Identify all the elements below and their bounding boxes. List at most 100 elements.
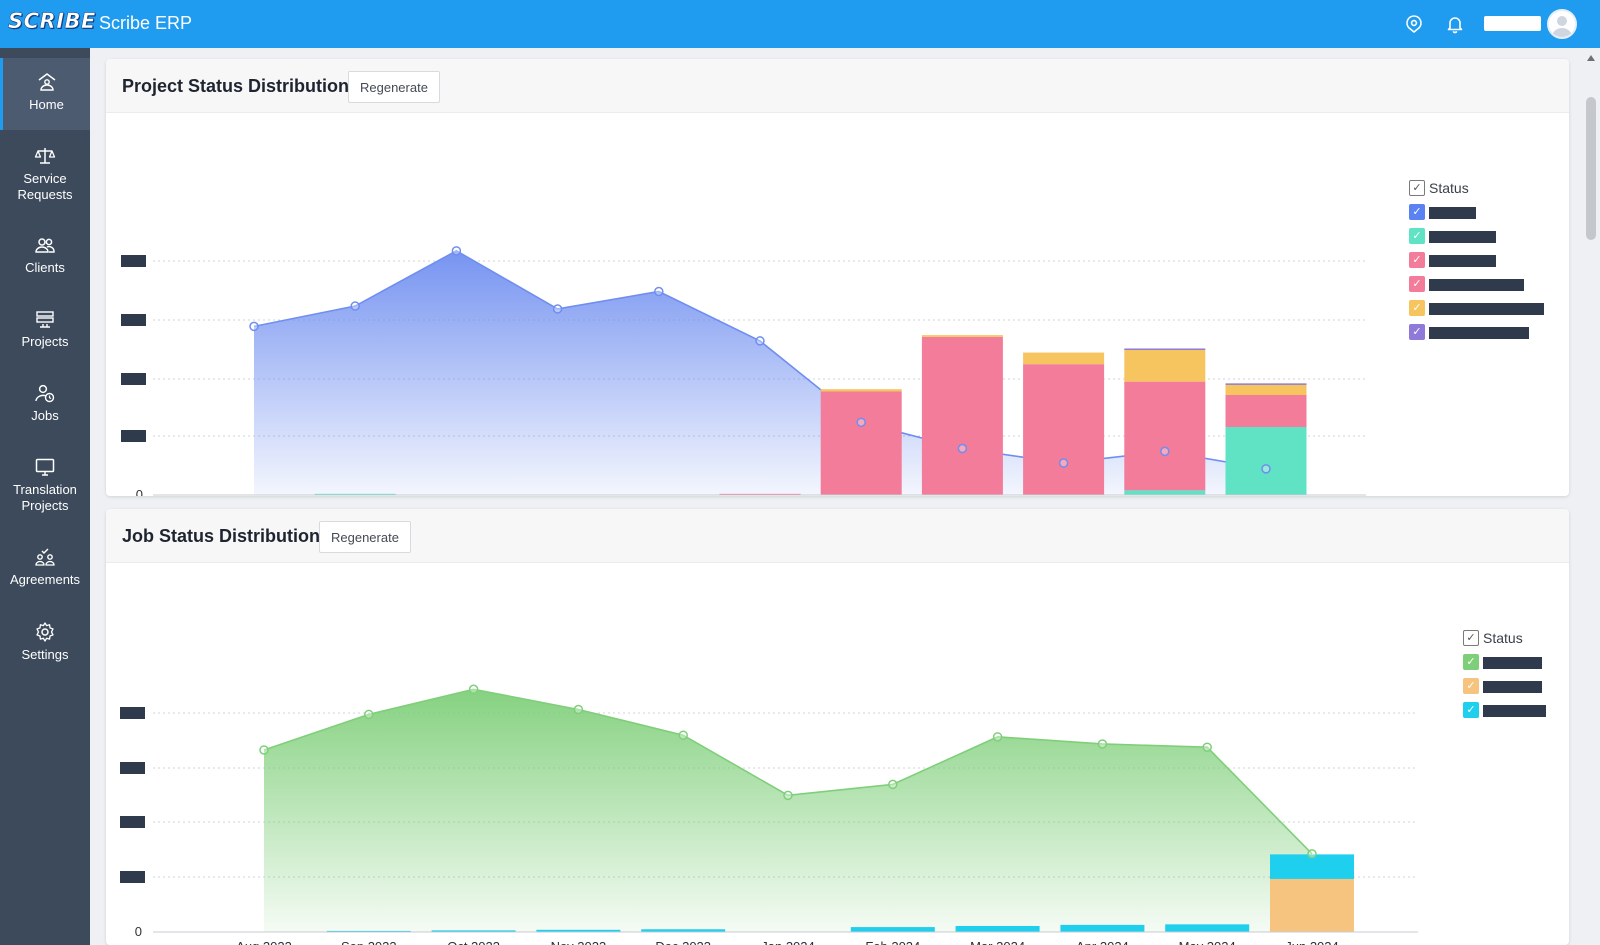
data-point <box>678 730 688 740</box>
data-point <box>1160 446 1170 457</box>
x-tick-label: Jun 2024 <box>1285 939 1339 945</box>
checkbox-icon[interactable]: ✓ <box>1409 324 1425 340</box>
sidebar-item-service-requests[interactable]: Service Requests <box>0 133 90 205</box>
legend-label-redacted <box>1429 231 1496 243</box>
sidebar-item-translation-projects[interactable]: Translation Projects <box>0 444 90 528</box>
app-logo[interactable]: SCRIBE <box>8 9 96 34</box>
data-point <box>755 336 765 346</box>
bar-segment <box>1023 364 1105 495</box>
project-status-card: Project Status Distribution Regenerate 0… <box>106 59 1569 496</box>
y-tick-label: 0 <box>135 924 142 939</box>
data-point <box>552 304 563 314</box>
bar-segment <box>431 930 516 932</box>
projects-icon <box>36 311 54 328</box>
bar-segment <box>1165 924 1250 932</box>
project-status-chart: 0Aug 2023Sep 2023Oct 2023Nov 2023Dec 202… <box>121 246 1366 496</box>
checkbox-icon[interactable]: ✓ <box>1463 678 1479 694</box>
bar-segment <box>850 927 935 932</box>
data-point <box>783 790 793 801</box>
data-point <box>992 732 1003 742</box>
checkbox-icon[interactable]: ✓ <box>1409 228 1425 244</box>
jobs-icon <box>35 384 55 403</box>
sidebar-item-agreements[interactable]: Agreements <box>0 532 90 604</box>
x-tick-label: Apr 2024 <box>1076 939 1129 945</box>
checkbox-icon[interactable]: ✓ <box>1409 300 1425 316</box>
bar-segment <box>1225 384 1307 395</box>
regenerate-button[interactable]: Regenerate <box>319 521 411 553</box>
x-tick-label: May 2024 <box>1179 939 1236 945</box>
bar-segment <box>1023 352 1105 365</box>
checkbox-icon[interactable]: ✓ <box>1463 702 1479 718</box>
card-title: Project Status Distribution <box>122 76 350 96</box>
bar-segment <box>955 925 1040 932</box>
monitor-icon <box>35 458 55 476</box>
regenerate-button[interactable]: Regenerate <box>348 71 440 103</box>
bar-segment <box>1225 395 1307 427</box>
bell-icon[interactable] <box>1444 13 1466 35</box>
scrollbar-thumb[interactable] <box>1586 97 1596 240</box>
data-point <box>364 709 374 720</box>
checkbox-icon[interactable]: ✓ <box>1463 654 1479 670</box>
area-line <box>263 688 1313 855</box>
sidebar-item-settings[interactable]: Settings <box>0 607 90 679</box>
bar-segment <box>1124 381 1206 491</box>
card-header: Job Status Distribution Regenerate <box>106 509 1569 563</box>
sidebar-item-label: Clients <box>25 260 65 275</box>
data-point <box>350 301 360 311</box>
legend-label-redacted <box>1483 681 1542 693</box>
data-point <box>259 745 269 755</box>
checkbox-icon[interactable]: ✓ <box>1409 276 1425 292</box>
area-fill <box>264 689 1312 932</box>
checkbox-icon[interactable]: ✓ <box>1409 204 1425 220</box>
legend-label-redacted <box>1429 327 1529 339</box>
y-tick-label-redacted <box>121 314 146 326</box>
help-icon[interactable] <box>1403 13 1425 35</box>
card-title: Job Status Distribution <box>122 526 320 546</box>
data-point <box>654 286 664 297</box>
bar-segment <box>921 335 1003 337</box>
agreements-icon <box>35 548 55 566</box>
data-point <box>856 417 866 428</box>
data-point <box>1261 464 1271 474</box>
sidebar-item-clients[interactable]: Clients <box>0 220 90 292</box>
checkbox-icon[interactable]: ✓ <box>1409 252 1425 268</box>
user-name-redacted[interactable] <box>1484 16 1541 31</box>
bar-segment <box>641 929 726 932</box>
app-title: Scribe ERP <box>99 13 193 33</box>
gear-icon <box>36 622 54 642</box>
data-point <box>1307 849 1317 859</box>
legend-label-redacted <box>1429 207 1476 219</box>
data-point <box>1097 739 1108 749</box>
user-icon <box>1552 16 1572 37</box>
y-tick-label-redacted <box>120 871 145 883</box>
sidebar-item-home[interactable]: Home <box>0 58 90 130</box>
bar-segment <box>921 336 1003 495</box>
scroll-up-arrow[interactable] <box>1587 55 1595 61</box>
sidebar-item-label: Jobs <box>31 408 59 423</box>
x-tick-label: Jan 2024 <box>761 939 815 945</box>
data-point <box>957 443 968 454</box>
x-tick-label: Mar 2024 <box>970 939 1025 945</box>
sidebar-item-jobs[interactable]: Jobs <box>0 368 90 440</box>
checkbox-icon[interactable]: ✓ <box>1463 630 1479 646</box>
legend-title: Status <box>1483 630 1523 646</box>
x-tick-label: Sep 2023 <box>341 939 397 945</box>
scale-icon <box>34 148 56 164</box>
y-tick-label-redacted <box>120 816 145 828</box>
bar-segment <box>1060 924 1145 932</box>
bar-segment <box>1124 349 1206 382</box>
y-tick-label-redacted <box>121 255 146 267</box>
area-fill <box>254 250 1266 495</box>
checkbox-icon[interactable]: ✓ <box>1409 180 1425 196</box>
bar-segment <box>1270 878 1354 932</box>
x-tick-label: Nov 2023 <box>551 939 607 945</box>
bar-segment <box>820 389 902 392</box>
bar-segment <box>1124 348 1206 350</box>
users-icon <box>35 238 55 253</box>
y-tick-label: 0 <box>136 487 143 496</box>
legend-title: Status <box>1429 180 1469 196</box>
sidebar-item-label: Agreements <box>9 572 81 587</box>
legend-label-redacted <box>1429 303 1544 315</box>
sidebar-item-projects[interactable]: Projects <box>0 294 90 366</box>
avatar[interactable] <box>1547 9 1577 39</box>
